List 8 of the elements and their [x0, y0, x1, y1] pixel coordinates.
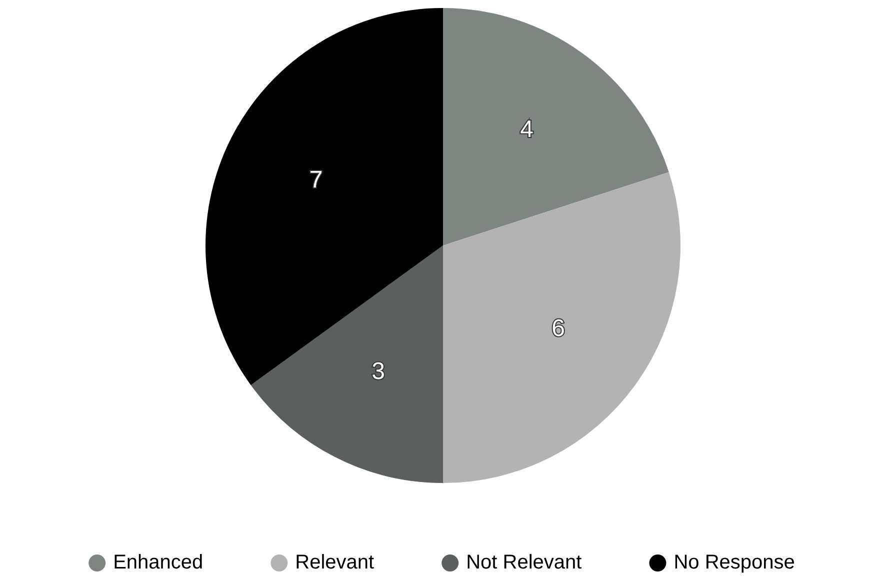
legend-label: Relevant [295, 552, 375, 574]
data-label: 3 [372, 358, 385, 386]
data-label: 6 [552, 314, 565, 342]
data-label: 7 [309, 166, 323, 194]
legend-label: Not Relevant [466, 552, 582, 574]
data-label: 4 [520, 116, 534, 143]
legend-label: Enhanced [113, 552, 204, 574]
legend-label: No Response [674, 552, 795, 574]
